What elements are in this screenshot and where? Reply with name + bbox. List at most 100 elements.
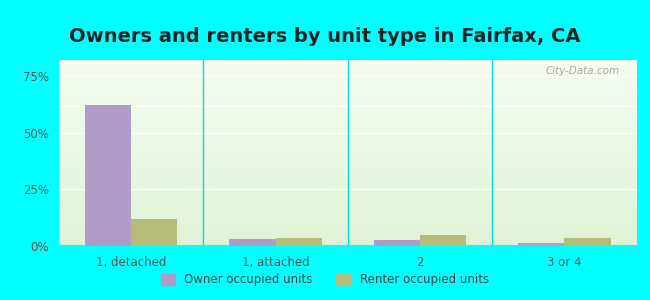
Bar — [58, 177, 637, 178]
Bar — [58, 202, 637, 203]
Bar — [58, 155, 637, 156]
Bar — [58, 125, 637, 126]
Bar — [58, 201, 637, 202]
Bar — [58, 215, 637, 216]
Bar — [58, 235, 637, 236]
Bar — [58, 227, 637, 228]
Bar — [58, 109, 637, 110]
Bar — [58, 165, 637, 166]
Bar — [58, 156, 637, 157]
Bar — [58, 152, 637, 153]
Bar — [58, 211, 637, 212]
Bar — [58, 86, 637, 87]
Bar — [58, 184, 637, 185]
Bar — [58, 94, 637, 95]
Bar — [58, 100, 637, 101]
Bar — [58, 98, 637, 99]
Bar — [58, 237, 637, 238]
Bar — [58, 178, 637, 179]
Bar — [58, 169, 637, 170]
Bar — [58, 193, 637, 194]
Bar — [58, 107, 637, 108]
Bar — [58, 73, 637, 74]
Bar — [58, 124, 637, 125]
Bar — [58, 208, 637, 209]
Bar — [131, 219, 177, 246]
Bar — [58, 78, 637, 79]
Bar — [58, 188, 637, 189]
Bar — [58, 187, 637, 188]
Bar — [58, 101, 637, 102]
Bar — [58, 68, 637, 69]
Bar — [58, 185, 637, 187]
Bar — [58, 70, 637, 71]
Bar — [58, 162, 637, 163]
Bar — [58, 113, 637, 114]
Bar — [58, 238, 637, 239]
Bar — [58, 161, 637, 162]
Bar — [58, 242, 637, 243]
Bar — [58, 144, 637, 145]
Bar — [58, 108, 637, 109]
Bar — [58, 147, 637, 148]
Bar — [58, 209, 637, 210]
Bar — [58, 228, 637, 229]
Bar — [58, 88, 637, 89]
Bar — [58, 151, 637, 152]
Bar — [58, 196, 637, 197]
Bar — [58, 95, 637, 96]
Bar — [58, 173, 637, 174]
Legend: Owner occupied units, Renter occupied units: Owner occupied units, Renter occupied un… — [156, 269, 494, 291]
Bar — [58, 194, 637, 195]
Bar — [58, 225, 637, 226]
Bar — [564, 238, 611, 246]
Bar — [58, 104, 637, 105]
Bar — [58, 138, 637, 139]
Bar — [58, 134, 637, 135]
Bar — [58, 179, 637, 180]
Bar — [58, 219, 637, 220]
Bar — [58, 74, 637, 75]
Bar — [58, 198, 637, 199]
Bar — [58, 171, 637, 172]
Bar — [58, 175, 637, 176]
Text: City-Data.com: City-Data.com — [545, 66, 619, 76]
Bar — [58, 233, 637, 234]
Bar — [58, 180, 637, 181]
Bar — [58, 118, 637, 119]
Bar — [58, 221, 637, 222]
Bar — [58, 112, 637, 113]
Bar — [58, 77, 637, 78]
Bar — [58, 223, 637, 224]
Bar — [58, 206, 637, 207]
Bar — [58, 176, 637, 177]
Text: Owners and renters by unit type in Fairfax, CA: Owners and renters by unit type in Fairf… — [70, 27, 580, 46]
Bar — [58, 190, 637, 191]
Bar — [58, 114, 637, 115]
Bar — [84, 105, 131, 246]
Bar — [58, 226, 637, 227]
Bar — [229, 239, 276, 246]
Bar — [58, 229, 637, 230]
Bar — [58, 214, 637, 215]
Bar — [58, 66, 637, 67]
Bar — [58, 212, 637, 214]
Bar — [58, 130, 637, 131]
Bar — [58, 157, 637, 158]
Bar — [58, 81, 637, 82]
Bar — [58, 159, 637, 160]
Bar — [58, 84, 637, 85]
Bar — [58, 97, 637, 98]
Bar — [58, 131, 637, 132]
Bar — [58, 195, 637, 196]
Bar — [58, 76, 637, 77]
Bar — [58, 149, 637, 150]
Bar — [58, 203, 637, 204]
Bar — [58, 243, 637, 244]
Bar — [58, 204, 637, 205]
Bar — [58, 137, 637, 138]
Bar — [58, 85, 637, 86]
Bar — [58, 71, 637, 72]
Bar — [58, 122, 637, 123]
Bar — [58, 183, 637, 184]
